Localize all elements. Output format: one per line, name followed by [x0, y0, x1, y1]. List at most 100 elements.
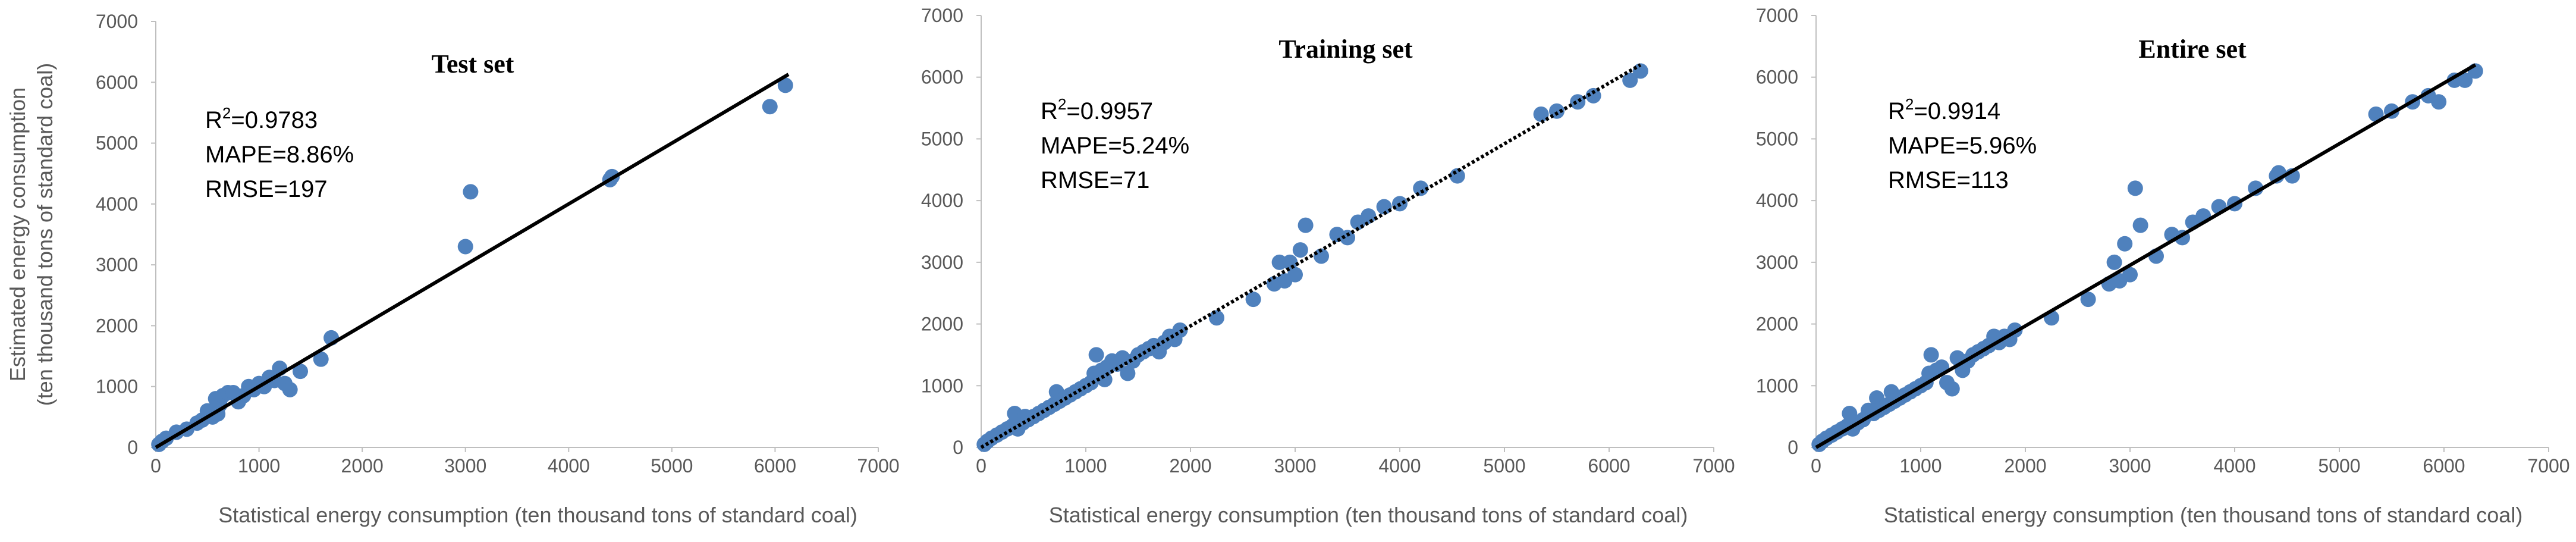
y-tick-label: 4000 — [96, 193, 138, 215]
data-point — [1413, 180, 1429, 196]
data-point — [2117, 236, 2133, 252]
mape-annotation: MAPE=8.86% — [205, 142, 354, 168]
x-tick-label: 7000 — [2527, 455, 2569, 477]
data-point — [1245, 292, 1261, 308]
x-tick-label: 6000 — [754, 455, 796, 477]
data-point — [777, 77, 793, 93]
x-tick-label: 2000 — [341, 455, 384, 477]
data-point — [1097, 371, 1113, 387]
x-tick-label: 3000 — [1274, 455, 1316, 477]
data-point — [1209, 310, 1224, 326]
data-point — [2080, 292, 2096, 308]
fit-line — [980, 63, 1642, 449]
x-tick-label: 4000 — [1378, 455, 1421, 477]
x-tick-label: 6000 — [2423, 455, 2465, 477]
y-tick-label: 2000 — [96, 315, 138, 336]
x-tick-label: 7000 — [857, 455, 899, 477]
x-tick-label: 1000 — [1064, 455, 1107, 477]
data-point — [1361, 208, 1377, 224]
y-tick-label: 3000 — [921, 252, 963, 273]
y-tick-label: 2000 — [921, 314, 963, 335]
r-squared-annotation: R2=0.9957 — [1041, 95, 1153, 124]
y-tick-label: 1000 — [921, 375, 963, 396]
x-tick-label: 5000 — [651, 455, 693, 477]
data-point — [1376, 199, 1392, 215]
y-tick-label: 3000 — [1756, 252, 1798, 273]
y-tick-label: 1000 — [96, 376, 138, 397]
x-tick-label: 1000 — [238, 455, 280, 477]
data-point — [457, 239, 473, 255]
y-axis-title-unit: (ten thousand tons of standard coal) — [33, 63, 57, 406]
data-point — [1570, 94, 1586, 110]
rmse-annotation: RMSE=71 — [1041, 167, 1149, 193]
x-tick-label: 4000 — [548, 455, 590, 477]
x-tick-label: 4000 — [2213, 455, 2255, 477]
data-point — [1622, 72, 1638, 88]
data-point — [1298, 217, 1314, 233]
y-tick-label: 7000 — [921, 5, 963, 26]
y-tick-label: 1000 — [1756, 375, 1798, 396]
x-axis-title: Statistical energy consumption (ten thou… — [218, 503, 857, 527]
data-point — [2127, 180, 2143, 196]
fit-line — [155, 73, 790, 449]
data-point — [293, 364, 308, 380]
x-tick-label: 2000 — [2004, 455, 2046, 477]
r-squared-annotation: R2=0.9914 — [1888, 95, 2000, 124]
data-point — [282, 381, 298, 397]
data-point — [2132, 217, 2148, 233]
y-tick-label: 3000 — [96, 254, 138, 275]
data-point — [2431, 94, 2447, 110]
data-point — [463, 184, 479, 200]
x-tick-label: 0 — [150, 455, 161, 477]
mape-annotation: MAPE=5.24% — [1041, 133, 1189, 159]
data-point — [2457, 72, 2473, 88]
x-axis-title: Statistical energy consumption (ten thou… — [1884, 503, 2523, 527]
data-point — [1314, 248, 1329, 264]
panel-title: Test set — [432, 49, 514, 79]
chart-panel-2: 0 1000 2000 3000 4000 5000 6000 7000 0 1000 2000 30… — [921, 5, 1735, 527]
x-tick-label: 5000 — [2318, 455, 2360, 477]
x-tick-label: 1000 — [1899, 455, 1942, 477]
y-tick-label: 2000 — [1756, 314, 1798, 335]
panel-title: Training set — [1278, 35, 1413, 64]
data-point — [2368, 106, 2384, 122]
data-point — [2106, 254, 2122, 270]
fit-line — [1815, 63, 2477, 449]
chart-panel-1: 0 1000 2000 3000 4000 5000 6000 7000 0 1000 2000 30… — [5, 11, 900, 527]
y-tick-label: 6000 — [921, 67, 963, 88]
y-axis-title: Estimated energy consumption — [5, 87, 30, 381]
data-point — [1533, 106, 1549, 122]
data-point — [762, 99, 778, 115]
data-point — [1585, 87, 1601, 104]
data-point — [1632, 63, 1648, 79]
x-tick-label: 5000 — [1483, 455, 1525, 477]
data-point — [1340, 230, 1355, 246]
data-point — [1287, 267, 1303, 283]
data-point — [1923, 347, 1939, 363]
data-point — [1088, 347, 1104, 363]
y-tick-label: 0 — [953, 437, 963, 458]
y-tick-label: 0 — [1788, 437, 1798, 458]
data-point — [1292, 242, 1308, 258]
data-point — [1944, 381, 1960, 397]
mape-annotation: MAPE=5.96% — [1888, 133, 2037, 159]
x-tick-label: 0 — [1811, 455, 1821, 477]
x-tick-label: 3000 — [2109, 455, 2151, 477]
data-point — [1549, 103, 1565, 119]
y-tick-label: 6000 — [96, 71, 138, 93]
y-tick-label: 7000 — [96, 11, 138, 32]
x-axis-title: Statistical energy consumption (ten thou… — [1049, 503, 1688, 527]
y-tick-label: 5000 — [921, 128, 963, 149]
y-tick-label: 5000 — [96, 133, 138, 154]
y-tick-label: 6000 — [1756, 67, 1798, 88]
r-squared-annotation: R2=0.9783 — [205, 104, 318, 133]
x-tick-label: 6000 — [1588, 455, 1630, 477]
y-tick-label: 7000 — [1756, 5, 1798, 26]
data-point — [313, 351, 329, 367]
y-tick-label: 0 — [127, 437, 138, 458]
x-tick-label: 3000 — [444, 455, 486, 477]
y-tick-label: 5000 — [1756, 128, 1798, 149]
x-tick-label: 2000 — [1169, 455, 1211, 477]
